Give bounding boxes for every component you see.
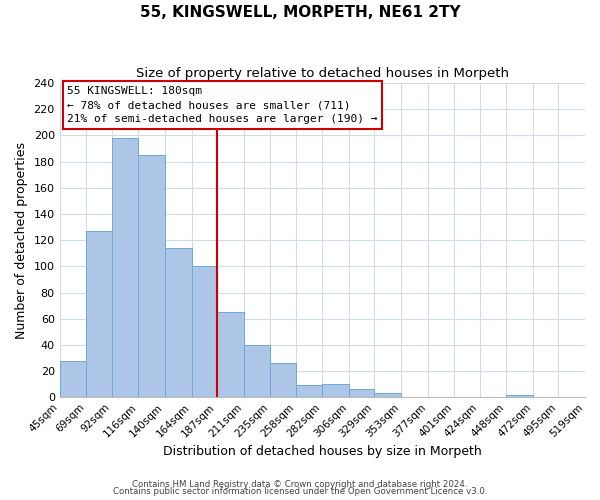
Text: 55 KINGSWELL: 180sqm
← 78% of detached houses are smaller (711)
21% of semi-deta: 55 KINGSWELL: 180sqm ← 78% of detached h… [67, 86, 378, 124]
Text: 55, KINGSWELL, MORPETH, NE61 2TY: 55, KINGSWELL, MORPETH, NE61 2TY [140, 5, 460, 20]
Bar [322, 384, 349, 397]
Title: Size of property relative to detached houses in Morpeth: Size of property relative to detached ho… [136, 68, 509, 80]
Bar [165, 248, 191, 397]
Bar [86, 231, 112, 397]
Bar [296, 386, 322, 397]
Bar [112, 138, 139, 397]
Bar [59, 360, 86, 397]
Bar [374, 394, 401, 397]
Bar [139, 155, 165, 397]
Bar [506, 394, 533, 397]
Bar [349, 390, 374, 397]
Text: Contains public sector information licensed under the Open Government Licence v3: Contains public sector information licen… [113, 487, 487, 496]
Bar [270, 363, 296, 397]
Text: Contains HM Land Registry data © Crown copyright and database right 2024.: Contains HM Land Registry data © Crown c… [132, 480, 468, 489]
X-axis label: Distribution of detached houses by size in Morpeth: Distribution of detached houses by size … [163, 444, 482, 458]
Bar [244, 345, 270, 397]
Bar [217, 312, 244, 397]
Y-axis label: Number of detached properties: Number of detached properties [15, 142, 28, 338]
Bar [191, 266, 217, 397]
